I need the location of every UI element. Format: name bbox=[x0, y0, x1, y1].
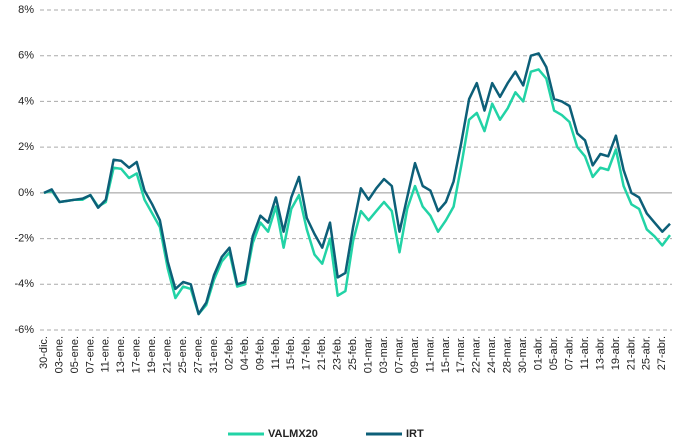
x-tick-label: 09-mar. bbox=[409, 336, 421, 373]
x-tick-label: 27-ene. bbox=[192, 336, 204, 373]
x-tick-label: 13-abr. bbox=[594, 336, 606, 370]
x-tick-label: 11-abr. bbox=[579, 336, 591, 369]
x-tick-label: 09-feb. bbox=[254, 336, 266, 370]
x-tick-label: 05-abr. bbox=[548, 336, 560, 370]
x-tick-label: 17-feb. bbox=[301, 336, 313, 370]
y-tick-label: 0% bbox=[18, 187, 34, 199]
x-tick-label: 15-feb. bbox=[285, 336, 297, 370]
y-tick-label: -2% bbox=[14, 232, 34, 244]
y-tick-label: 6% bbox=[18, 50, 34, 62]
x-tick-label: 17-ene. bbox=[131, 336, 143, 373]
x-tick-label: 31-ene. bbox=[208, 336, 220, 373]
x-tick-label: 30-dic. bbox=[38, 336, 50, 369]
x-tick-label: 11-feb. bbox=[270, 336, 282, 369]
x-tick-label: 23-feb. bbox=[332, 336, 344, 370]
x-tick-label: 25-abr. bbox=[641, 336, 653, 370]
x-tick-label: 07-mar. bbox=[393, 336, 405, 373]
x-tick-label: 17-mar. bbox=[455, 336, 467, 373]
x-tick-label: 22-mar. bbox=[471, 336, 483, 373]
y-tick-label: -6% bbox=[14, 324, 34, 336]
x-tick-label: 21-abr. bbox=[625, 336, 637, 370]
legend-label: VALMX20 bbox=[268, 428, 318, 440]
x-tick-label: 11-ene. bbox=[100, 336, 112, 373]
x-tick-label: 13-ene. bbox=[115, 336, 127, 373]
x-tick-label: 01-abr. bbox=[533, 336, 545, 370]
x-tick-label: 04-feb. bbox=[239, 336, 251, 370]
x-tick-label: 03-mar. bbox=[378, 336, 390, 373]
x-tick-label: 07-abr. bbox=[563, 336, 575, 370]
y-tick-label: 8% bbox=[18, 4, 34, 16]
x-tick-label: 25-feb. bbox=[347, 336, 359, 370]
y-tick-label: 4% bbox=[18, 95, 34, 107]
x-tick-label: 28-mar. bbox=[502, 336, 514, 373]
x-tick-label: 01-mar. bbox=[362, 336, 374, 373]
x-tick-label: 02-feb. bbox=[223, 336, 235, 370]
x-tick-label: 24-mar. bbox=[486, 336, 498, 373]
x-tick-label: 21-ene. bbox=[162, 336, 174, 373]
x-tick-label: 25-ene. bbox=[177, 336, 189, 373]
x-tick-label: 21-feb. bbox=[316, 336, 328, 370]
series-line bbox=[43, 68, 672, 316]
y-tick-label: -4% bbox=[14, 278, 34, 290]
x-tick-label: 19-abr. bbox=[610, 336, 622, 370]
x-tick-label: 11-mar. bbox=[424, 336, 436, 372]
x-tick-label: 15-mar. bbox=[440, 336, 452, 373]
series-line bbox=[43, 52, 671, 316]
x-tick-label: 19-ene. bbox=[146, 336, 158, 373]
x-tick-label: 27-abr. bbox=[656, 336, 668, 370]
x-tick-label: 03-ene. bbox=[53, 336, 65, 373]
x-tick-label: 30-mar. bbox=[517, 336, 529, 373]
legend-label: IRT bbox=[406, 428, 424, 440]
x-tick-label: 07-ene. bbox=[84, 336, 96, 373]
y-tick-label: 2% bbox=[18, 141, 34, 153]
x-tick-label: 05-ene. bbox=[69, 336, 81, 373]
